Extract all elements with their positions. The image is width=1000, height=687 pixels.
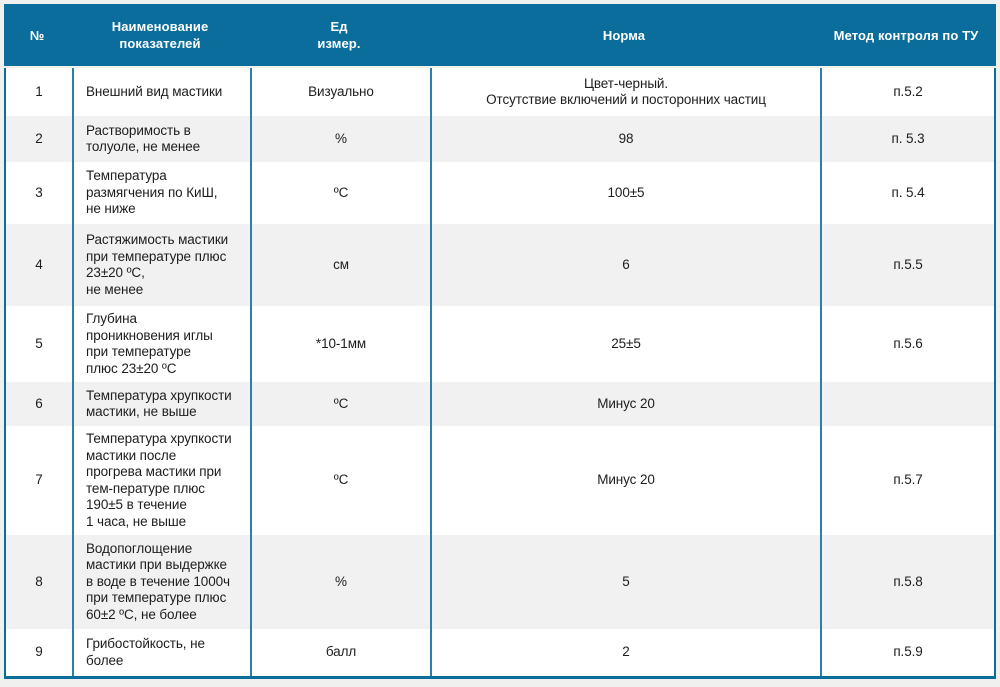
cell-norm: 5 [432, 535, 820, 629]
table-row: 8 Водопоглощение мастики при выдержке в … [6, 535, 994, 629]
cell-indicator-name: Температура хрупкости мастики после прог… [74, 426, 250, 535]
header-cell-name: Наименование показателей [72, 14, 248, 56]
cell-method: п. 5.4 [822, 162, 994, 224]
table-row: 6 Температура хрупкости мастики, не выше… [6, 382, 994, 426]
table-row: 4 Растяжимость мастики при температуре п… [6, 224, 994, 306]
cell-indicator-name: Растяжимость мастики при температуре плю… [74, 224, 250, 306]
header-cell-method: Метод контроля по ТУ [820, 22, 992, 48]
cell-indicator-name: Температура размягчения по КиШ, не ниже [74, 162, 250, 224]
cell-indicator-name: Растворимость в толуоле, не менее [74, 116, 250, 162]
header-cell-norm: Норма [430, 22, 818, 48]
cell-unit: ºС [252, 426, 430, 535]
cell-method: п. 5.3 [822, 116, 994, 162]
table-row: 5 Глубина проникновения иглы при темпера… [6, 306, 994, 382]
cell-method: п.5.7 [822, 426, 994, 535]
cell-number: 2 [6, 116, 72, 162]
spec-table: № Наименование показателей Ед измер. Нор… [4, 4, 996, 679]
cell-norm: 25±5 [432, 306, 820, 382]
table-row: 2 Растворимость в толуоле, не менее % 98… [6, 116, 994, 162]
cell-unit: см [252, 224, 430, 306]
cell-indicator-name: Глубина проникновения иглы при температу… [74, 306, 250, 382]
cell-number: 7 [6, 426, 72, 535]
cell-number: 4 [6, 224, 72, 306]
cell-unit: % [252, 116, 430, 162]
cell-number: 8 [6, 535, 72, 629]
cell-norm: 2 [432, 629, 820, 676]
cell-norm: 100±5 [432, 162, 820, 224]
cell-unit: Визуально [252, 68, 430, 116]
cell-norm: 98 [432, 116, 820, 162]
cell-number: 5 [6, 306, 72, 382]
cell-indicator-name: Грибостойкость, не более [74, 629, 250, 676]
cell-unit: % [252, 535, 430, 629]
cell-method: п.5.9 [822, 629, 994, 676]
cell-method: п.5.2 [822, 68, 994, 116]
cell-method: п.5.8 [822, 535, 994, 629]
cell-indicator-name: Внешний вид мастики [74, 68, 250, 116]
table-row: 7 Температура хрупкости мастики после пр… [6, 426, 994, 535]
cell-number: 9 [6, 629, 72, 676]
cell-number: 1 [6, 68, 72, 116]
cell-norm: Минус 20 [432, 382, 820, 426]
cell-method: п.5.5 [822, 224, 994, 306]
cell-indicator-name: Водопоглощение мастики при выдержке в во… [74, 535, 250, 629]
cell-norm: 6 [432, 224, 820, 306]
cell-unit: ºС [252, 382, 430, 426]
cell-method: п.5.6 [822, 306, 994, 382]
cell-indicator-name: Температура хрупкости мастики, не выше [74, 382, 250, 426]
cell-norm: Цвет-черный. Отсутствие включений и пост… [432, 68, 820, 116]
cell-unit: балл [252, 629, 430, 676]
table-header-row: № Наименование показателей Ед измер. Нор… [4, 4, 996, 66]
cell-unit: *10-1мм [252, 306, 430, 382]
cell-number: 6 [6, 382, 72, 426]
cell-unit: ºС [252, 162, 430, 224]
cell-norm: Минус 20 [432, 426, 820, 535]
table-row: 1 Внешний вид мастики Визуально Цвет-чер… [6, 68, 994, 116]
cell-method [822, 382, 994, 426]
table-body: 1 Внешний вид мастики Визуально Цвет-чер… [4, 68, 996, 679]
table-row: 3 Температура размягчения по КиШ, не ниж… [6, 162, 994, 224]
header-cell-number: № [4, 22, 70, 48]
table-row: 9 Грибостойкость, не более балл 2 п.5.9 [6, 629, 994, 676]
header-cell-unit: Ед измер. [250, 14, 428, 56]
cell-number: 3 [6, 162, 72, 224]
